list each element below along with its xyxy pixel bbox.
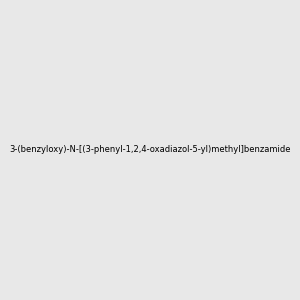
- Text: 3-(benzyloxy)-N-[(3-phenyl-1,2,4-oxadiazol-5-yl)methyl]benzamide: 3-(benzyloxy)-N-[(3-phenyl-1,2,4-oxadiaz…: [9, 146, 291, 154]
